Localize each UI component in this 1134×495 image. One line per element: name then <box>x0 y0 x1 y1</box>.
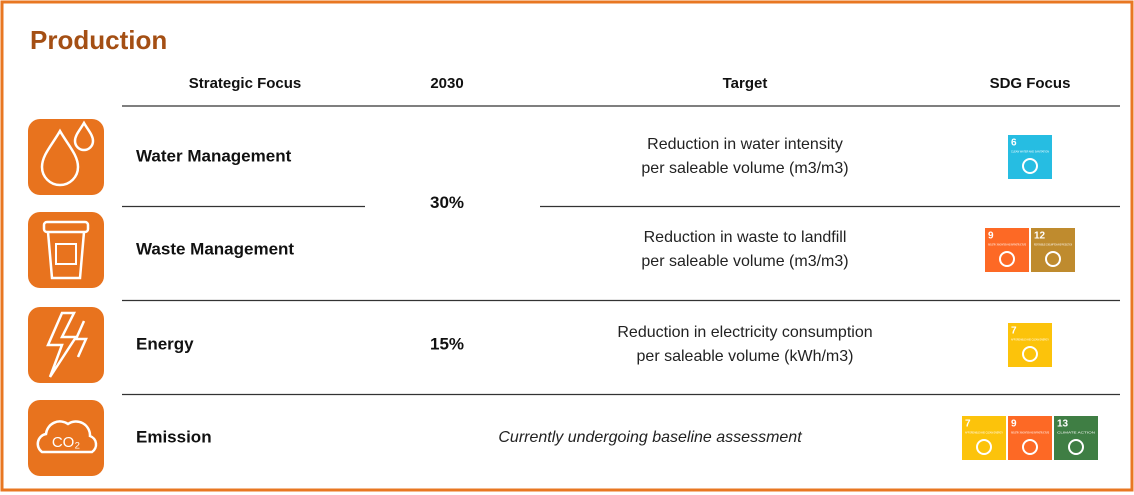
sdg-glyph <box>999 251 1015 267</box>
sdg-glyph <box>1045 251 1061 267</box>
sdg-number: 6 <box>1011 138 1017 149</box>
sdg-glyph <box>1068 439 1084 455</box>
icon-tile <box>28 400 104 476</box>
sdg-label: CLEAN WATER AND SANITATION <box>1011 150 1049 154</box>
sdg-label: INDUSTRY, INNOVATION AND INFRASTRUCTURE <box>988 243 1026 247</box>
column-header: Target <box>723 75 768 92</box>
sdg-bg <box>1008 416 1052 460</box>
target-line: per saleable volume (m3/m3) <box>641 160 848 177</box>
sdg-label: AFFORDABLE AND CLEAN ENERGY <box>965 431 1003 435</box>
target-line: per saleable volume (kWh/m3) <box>637 348 854 365</box>
column-header: 2030 <box>430 75 463 92</box>
focus: Emission <box>136 427 212 446</box>
target-line: per saleable volume (m3/m3) <box>641 253 848 270</box>
icon-shape <box>74 320 88 358</box>
focus: Waste Management <box>136 239 294 258</box>
sdg-bg <box>1008 323 1052 367</box>
target-line: Reduction in electricity consumption <box>617 324 872 341</box>
target-line: Reduction in water intensity <box>647 136 843 153</box>
sdg-number: 9 <box>1011 419 1017 430</box>
sdg-bg <box>1008 135 1052 179</box>
sdg-glyph <box>1022 158 1038 174</box>
sdg-bg <box>985 228 1029 272</box>
icon-glyph <box>42 220 90 280</box>
note: Currently undergoing baseline assessment <box>498 429 802 446</box>
icon-glyph <box>46 311 88 378</box>
icon-shape <box>73 120 95 152</box>
focus: Energy <box>136 334 194 353</box>
sdg-label: CLIMATE ACTION <box>1057 431 1095 435</box>
sdg-number: 7 <box>965 419 971 430</box>
sdg-label: RESPONSIBLE CONSUMPTION AND PRODUCTION <box>1034 243 1072 247</box>
icon-glyph <box>36 420 98 454</box>
column-header: Strategic Focus <box>189 75 302 92</box>
target-line: Reduction in waste to landfill <box>644 229 847 246</box>
sdg-number: 13 <box>1057 419 1069 430</box>
sdg-glyph <box>1022 439 1038 455</box>
row-icon: CO₂ <box>28 400 104 476</box>
sdg-number: 12 <box>1034 231 1046 242</box>
sdg-glyph <box>1022 346 1038 362</box>
sdg-bg <box>1031 228 1075 272</box>
icon-tile <box>28 119 104 195</box>
icon-shape <box>42 220 90 234</box>
sdg-bg <box>1054 416 1098 460</box>
sdg-bg <box>962 416 1006 460</box>
row-icon <box>28 119 104 195</box>
sdg-glyph <box>976 439 992 455</box>
sdg-label: AFFORDABLE AND CLEAN ENERGY <box>1011 338 1049 342</box>
icon-shape <box>40 128 80 187</box>
value-2030: 30% <box>430 193 464 212</box>
row-icon <box>28 307 104 383</box>
icon-glyph <box>40 120 95 187</box>
row-icon <box>28 212 104 288</box>
sdg-number: 9 <box>988 231 994 242</box>
sdg-number: 7 <box>1011 326 1017 337</box>
icon-shape <box>46 311 79 378</box>
icon-shape <box>55 243 77 265</box>
sdg-label: INDUSTRY, INNOVATION AND INFRASTRUCTURE <box>1011 431 1049 435</box>
title: Production <box>30 25 167 55</box>
icon-shape <box>36 420 98 454</box>
icon-tile <box>28 307 104 383</box>
value-2030: 15% <box>430 334 464 353</box>
icon-shape <box>46 231 86 280</box>
icon-tile <box>28 212 104 288</box>
focus: Water Management <box>136 146 292 165</box>
icon-label: CO₂ <box>52 434 81 451</box>
column-header: SDG Focus <box>990 75 1071 92</box>
